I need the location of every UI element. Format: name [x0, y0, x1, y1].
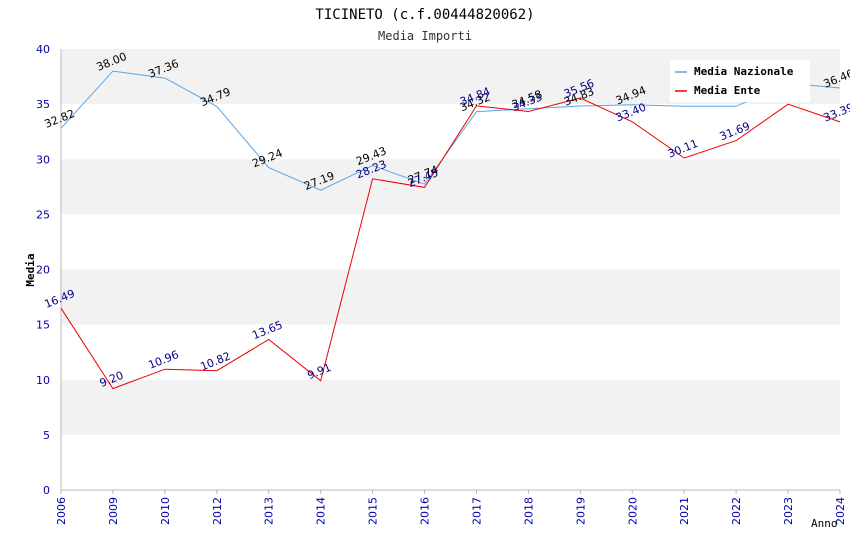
- x-tick-label: 2015: [367, 497, 380, 525]
- grid-band: [61, 214, 840, 270]
- y-axis-label: Media: [24, 253, 37, 286]
- x-tick-label: 2023: [782, 497, 795, 525]
- grid-band: [61, 159, 840, 215]
- x-tick-label: 2017: [470, 497, 483, 525]
- axes: 0 5 10 15 20 25 30 35 40 2006 2009 2010 2012 2013 2014…: [36, 43, 847, 525]
- y-tick-label: 10: [36, 374, 50, 387]
- chart-subtitle: Media Importi: [378, 29, 472, 43]
- x-tick-label: 2024: [834, 497, 847, 525]
- x-tick-label: 2013: [263, 497, 276, 525]
- grid-band: [61, 379, 840, 435]
- x-tick-label: 2021: [678, 497, 691, 525]
- series-layer: [60, 70, 841, 390]
- x-tick-label: 2014: [315, 497, 328, 525]
- grid-bands: [61, 49, 840, 490]
- y-tick-label: 40: [36, 43, 50, 56]
- y-tick-label: 20: [36, 264, 50, 277]
- series-line-nazionale: [60, 70, 841, 191]
- y-tick-label: 25: [36, 208, 50, 221]
- grid-band: [61, 324, 840, 380]
- x-tick-label: 2016: [419, 497, 432, 525]
- x-tick-label: 2010: [159, 497, 172, 525]
- legend-label-nazionale: Media Nazionale: [694, 65, 794, 78]
- x-tick-label: 2006: [55, 497, 68, 525]
- x-tick-label: 2022: [730, 497, 743, 525]
- x-tick-label: 2020: [626, 497, 639, 525]
- y-tick-label: 0: [43, 484, 50, 497]
- x-tick-label: 2019: [574, 497, 587, 525]
- chart-title: TICINETO (c.f.00444820062): [315, 7, 534, 23]
- y-tick-label: 35: [36, 98, 50, 111]
- x-axis-label: Anno: [811, 517, 838, 530]
- grid-band: [61, 434, 840, 490]
- y-tick-label: 30: [36, 153, 50, 166]
- legend: Media Nazionale Media Ente: [670, 60, 810, 102]
- grid-band: [61, 269, 840, 325]
- x-tick-label: 2009: [107, 497, 120, 525]
- series-line-ente: [60, 97, 841, 390]
- x-tick-label: 2018: [522, 497, 535, 525]
- x-tick-label: 2012: [211, 497, 224, 525]
- legend-box: [670, 60, 810, 102]
- legend-label-ente: Media Ente: [694, 84, 761, 97]
- y-tick-label: 5: [43, 429, 50, 442]
- y-tick-label: 15: [36, 319, 50, 332]
- grid-band: [61, 104, 840, 160]
